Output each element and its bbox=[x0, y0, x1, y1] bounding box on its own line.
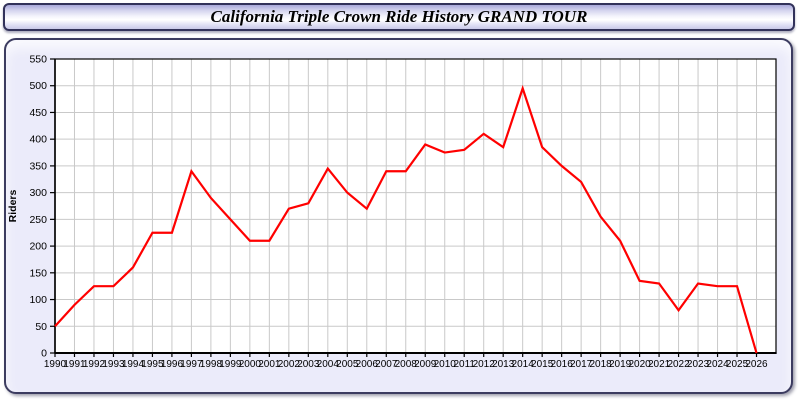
x-tick-label: 2021 bbox=[648, 359, 671, 370]
y-tick-label: 50 bbox=[35, 321, 47, 333]
x-tick-label: 1995 bbox=[141, 359, 164, 370]
y-tick-label: 150 bbox=[29, 267, 47, 279]
x-tick-label: 2018 bbox=[589, 359, 612, 370]
plot-area bbox=[55, 59, 776, 353]
x-tick-label: 1991 bbox=[63, 359, 86, 370]
x-tick-label: 2025 bbox=[726, 359, 749, 370]
title-bar: California Triple Crown Ride History GRA… bbox=[3, 3, 795, 31]
x-tick-label: 2012 bbox=[473, 359, 496, 370]
x-tick-label: 2017 bbox=[570, 359, 593, 370]
y-tick-label: 450 bbox=[29, 107, 47, 119]
y-tick-label: 200 bbox=[29, 241, 47, 253]
y-tick-label: 0 bbox=[41, 348, 47, 360]
x-tick-label: 1997 bbox=[180, 359, 203, 370]
x-tick-label: 2006 bbox=[356, 359, 379, 370]
x-tick-label: 2004 bbox=[317, 359, 340, 370]
x-tick-label: 2003 bbox=[297, 359, 320, 370]
ride-history-line-chart: 0501001502002503003504004505005501990199… bbox=[7, 54, 777, 370]
y-tick-label: 100 bbox=[29, 294, 47, 306]
x-tick-label: 2014 bbox=[512, 359, 535, 370]
x-tick-label: 1999 bbox=[219, 359, 242, 370]
x-tick-label: 2019 bbox=[609, 359, 632, 370]
x-tick-label: 2005 bbox=[336, 359, 359, 370]
y-tick-label: 250 bbox=[29, 214, 47, 226]
x-tick-label: 2002 bbox=[278, 359, 301, 370]
x-tick-label: 2023 bbox=[687, 359, 710, 370]
x-tick-label: 2007 bbox=[375, 359, 398, 370]
y-tick-label: 400 bbox=[29, 134, 47, 146]
y-tick-label: 350 bbox=[29, 160, 47, 172]
x-tick-label: 2026 bbox=[745, 359, 768, 370]
data-line-riders bbox=[54, 84, 758, 354]
x-tick-label: 1998 bbox=[200, 359, 223, 370]
x-tick-label: 2001 bbox=[258, 359, 281, 370]
x-tick-label: 1990 bbox=[44, 359, 67, 370]
chart-panel: 0 50 100 150 200 250 300 350 400 450 500 550 1990 199… bbox=[4, 38, 793, 394]
x-tick-label: 2009 bbox=[414, 359, 437, 370]
page-title: California Triple Crown Ride History GRA… bbox=[210, 7, 588, 26]
x-tick-label: 2015 bbox=[531, 359, 554, 370]
x-tick-label: 2024 bbox=[706, 359, 729, 370]
x-tick-label: 1994 bbox=[122, 359, 145, 370]
x-tick-label: 2008 bbox=[395, 359, 418, 370]
x-tick-label: 2000 bbox=[239, 359, 262, 370]
x-tick-label: 2016 bbox=[551, 359, 574, 370]
x-tick-label: 1992 bbox=[83, 359, 106, 370]
x-tick-label: 1996 bbox=[161, 359, 184, 370]
x-tick-label: 2020 bbox=[628, 359, 651, 370]
y-tick-label: 500 bbox=[29, 80, 47, 92]
x-tick-label: 2013 bbox=[492, 359, 515, 370]
x-tick-label: 2022 bbox=[667, 359, 690, 370]
y-tick-label: 550 bbox=[29, 54, 47, 66]
x-tick-label: 2010 bbox=[434, 359, 457, 370]
y-tick-label: 300 bbox=[29, 187, 47, 199]
y-axis-title: Riders bbox=[7, 190, 19, 223]
x-tick-label: 1993 bbox=[102, 359, 125, 370]
x-tick-label: 2011 bbox=[453, 359, 475, 370]
